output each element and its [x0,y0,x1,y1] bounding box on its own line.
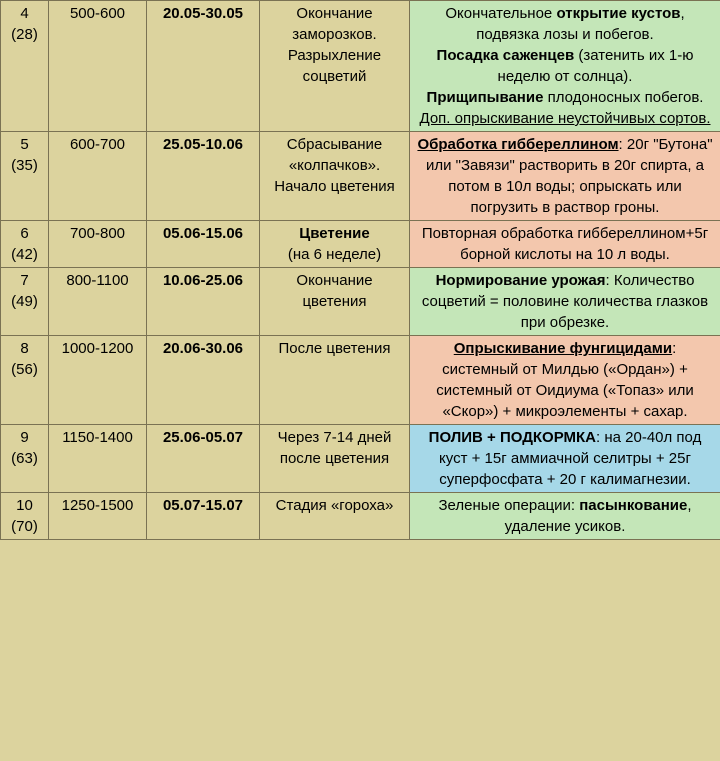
stage-number-cell: 7 (49) [1,268,49,336]
stage-number: 7 [20,272,28,289]
action-cell: Нормирование урожая: Количество соцветий… [410,268,720,336]
sat-value: 1250-1500 [62,497,134,514]
phase-cell: Окончание цветения [260,268,410,336]
stage-number-cell: 4 (28) [1,1,49,132]
dates-value: 25.06-05.07 [163,429,243,446]
sat-value: 600-700 [70,136,125,153]
table-row: 6 (42) 700-800 05.06-15.06 Цветение(на 6 нед… [1,221,720,268]
stage-number: 6 [20,225,28,242]
sat-cell: 1000-1200 [49,336,147,425]
stage-number-cell: 10 (70) [1,493,49,540]
stage-number-cell: 8 (56) [1,336,49,425]
stage-number: 4 [20,5,28,22]
stage-number: 8 [20,340,28,357]
stage-subnumber: (63) [11,450,38,467]
table-row: 5 (35) 600-700 25.05-10.06 Сбрасывание «колп… [1,132,720,221]
stage-subnumber: (70) [11,518,38,535]
stage-number-cell: 5 (35) [1,132,49,221]
dates-value: 25.05-10.06 [163,136,243,153]
dates-cell: 05.07-15.07 [147,493,260,540]
dates-value: 05.07-15.07 [163,497,243,514]
dates-value: 20.06-30.06 [163,340,243,357]
sat-cell: 800-1100 [49,268,147,336]
stage-number-cell: 6 (42) [1,221,49,268]
phase-cell: Окончание заморозков. Разрыхление соцвет… [260,1,410,132]
action-cell: Повторная обработка гиббереллином+5г бор… [410,221,720,268]
stage-number: 9 [20,429,28,446]
sat-value: 500-600 [70,5,125,22]
dates-cell: 25.06-05.07 [147,425,260,493]
action-cell: Зеленые операции: пасынкование, удаление… [410,493,720,540]
dates-cell: 20.06-30.06 [147,336,260,425]
phase-cell: Сбрасывание «колпачков». Начало цветения [260,132,410,221]
action-cell: Обработка гиббереллином: 20г "Бутона" ил… [410,132,720,221]
schedule-table: 4 (28) 500-600 20.05-30.05 Окончание замороз… [0,0,720,540]
stage-number: 5 [20,136,28,153]
sat-cell: 700-800 [49,221,147,268]
table-row: 4 (28) 500-600 20.05-30.05 Окончание замороз… [1,1,720,132]
stage-subnumber: (28) [11,26,38,43]
phase-cell: Цветение(на 6 неделе) [260,221,410,268]
sat-value: 1150-1400 [62,429,133,446]
sat-cell: 500-600 [49,1,147,132]
table-row: 7 (49) 800-1100 10.06-25.06 Окончание цветен… [1,268,720,336]
sat-value: 800-1100 [66,272,128,289]
dates-cell: 25.05-10.06 [147,132,260,221]
table-row: 10 (70) 1250-1500 05.07-15.07 Стадия «гороха… [1,493,720,540]
sat-value: 1000-1200 [62,340,134,357]
action-cell: Опрыскивание фунгицидами: системный от М… [410,336,720,425]
dates-value: 05.06-15.06 [163,225,243,242]
action-cell: ПОЛИВ + ПОДКОРМКА: на 20-40л под куст + … [410,425,720,493]
dates-cell: 20.05-30.05 [147,1,260,132]
action-cell: Окончательное открытие кустов, подвязка … [410,1,720,132]
stage-number-cell: 9 (63) [1,425,49,493]
dates-value: 10.06-25.06 [163,272,243,289]
dates-value: 20.05-30.05 [163,5,243,22]
dates-cell: 10.06-25.06 [147,268,260,336]
stage-subnumber: (56) [11,361,38,378]
sat-cell: 1250-1500 [49,493,147,540]
table-row: 9 (63) 1150-1400 25.06-05.07 Через 7-14 дней… [1,425,720,493]
dates-cell: 05.06-15.06 [147,221,260,268]
sat-value: 700-800 [70,225,125,242]
stage-subnumber: (42) [11,246,38,263]
sat-cell: 1150-1400 [49,425,147,493]
phase-cell: Через 7-14 дней после цветения [260,425,410,493]
table-row: 8 (56) 1000-1200 20.06-30.06 После цветенияО… [1,336,720,425]
sat-cell: 600-700 [49,132,147,221]
stage-subnumber: (49) [11,293,38,310]
phase-cell: Стадия «гороха» [260,493,410,540]
phase-cell: После цветения [260,336,410,425]
stage-subnumber: (35) [11,157,38,174]
stage-number: 10 [16,497,33,514]
